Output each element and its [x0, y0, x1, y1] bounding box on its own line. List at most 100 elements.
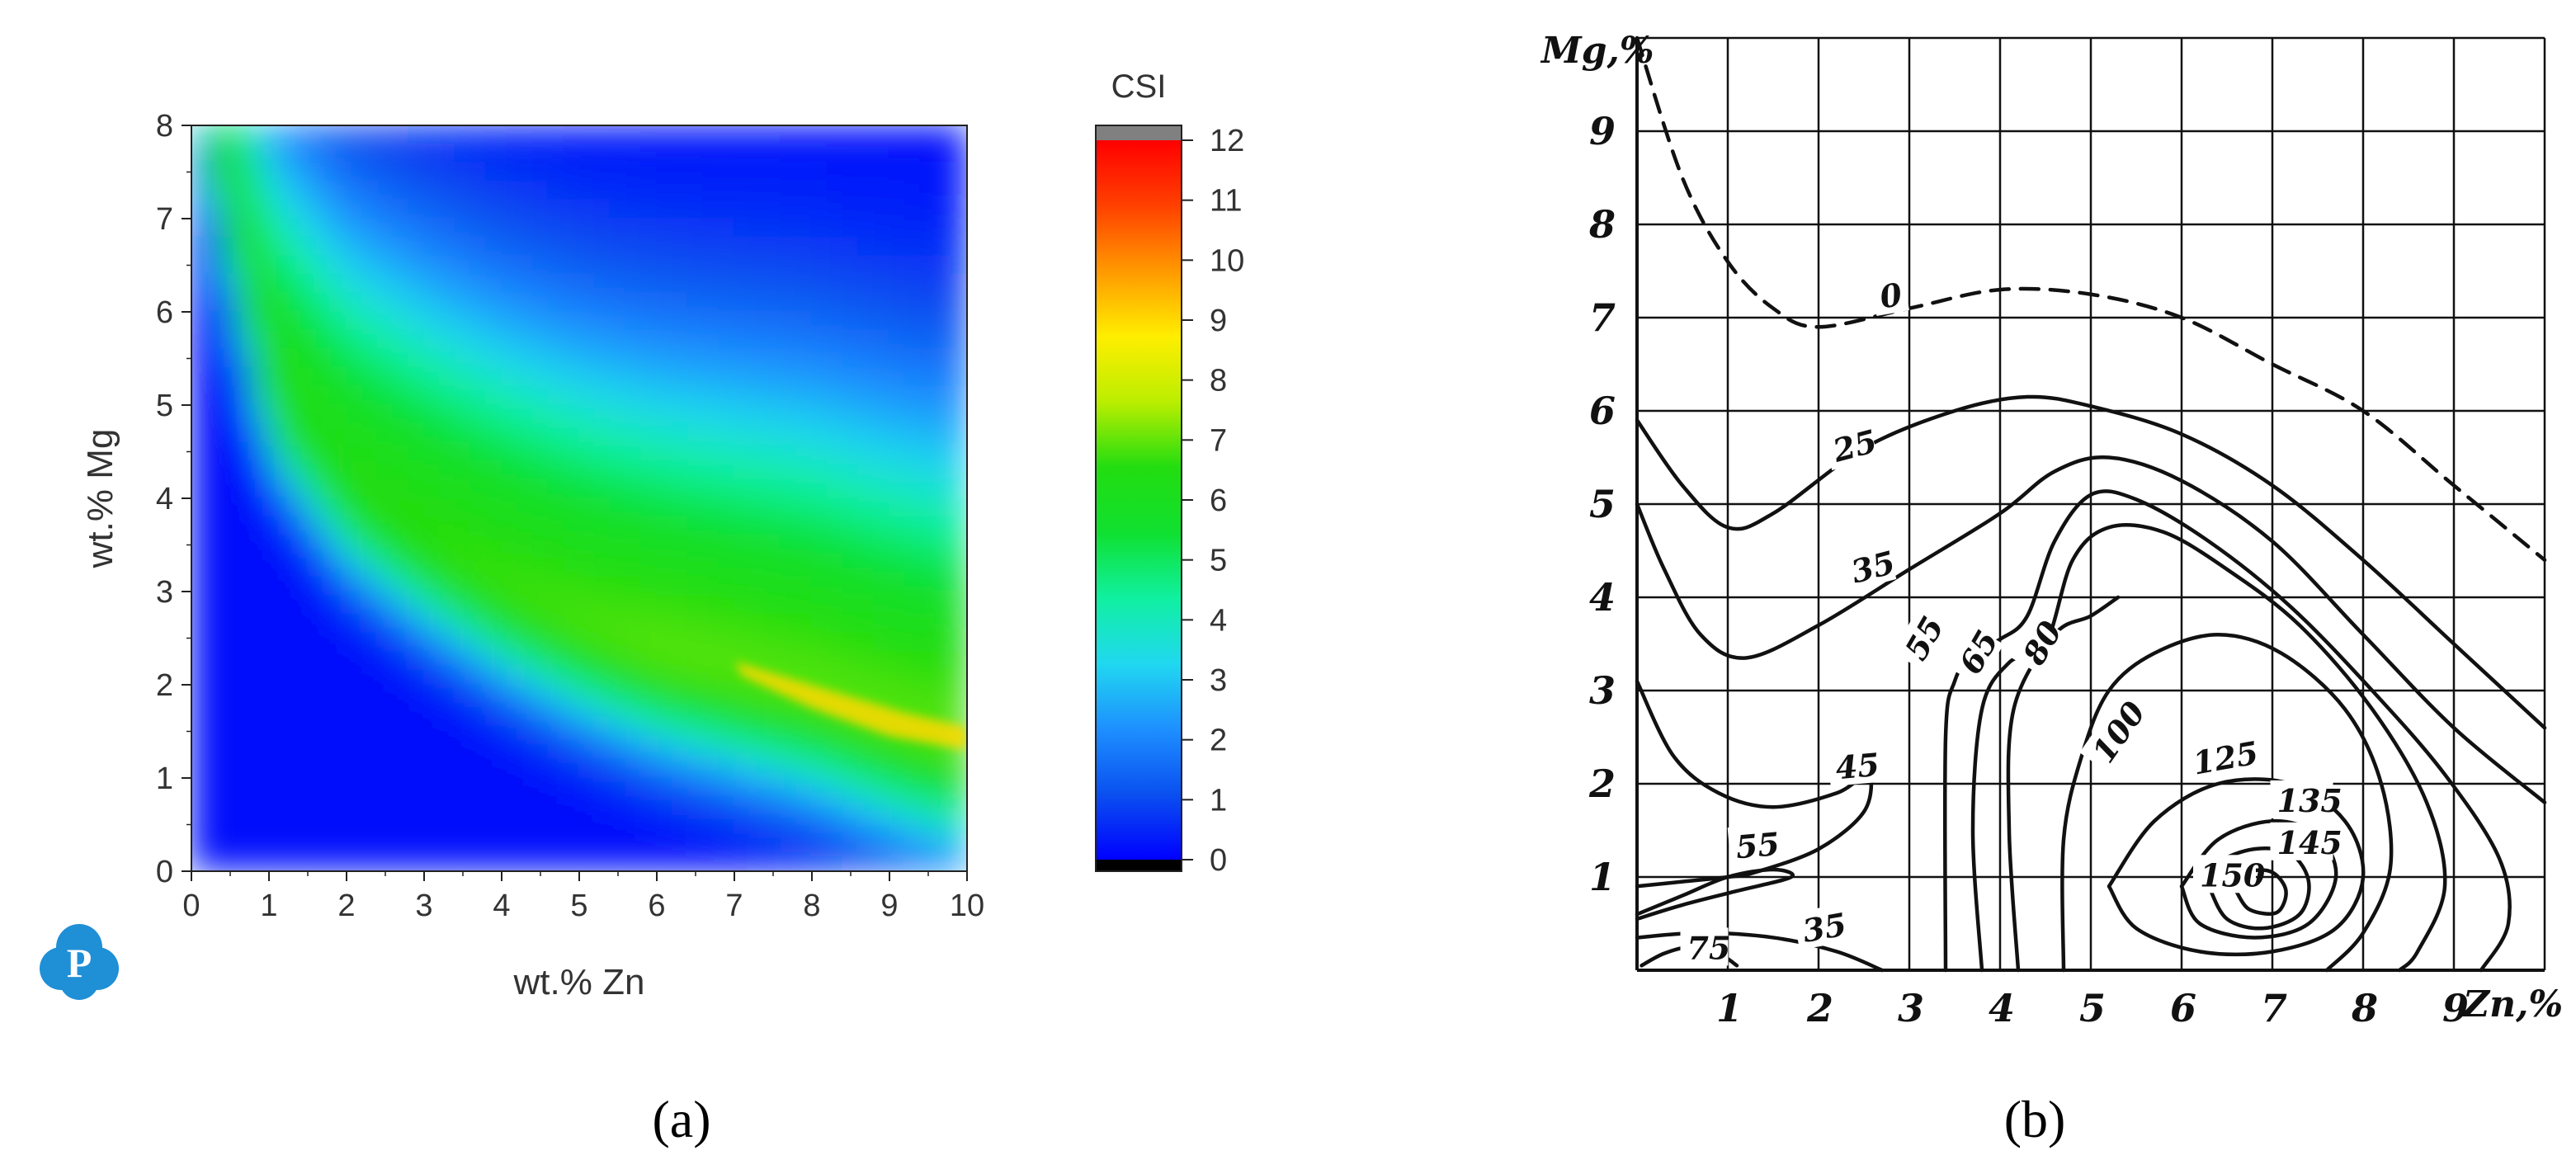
heat-cell [283, 795, 301, 817]
heat-cell [330, 460, 347, 481]
heat-cell [625, 218, 643, 238]
heat-cell [718, 646, 735, 667]
heat-cell [299, 684, 317, 705]
heat-cell [780, 721, 798, 742]
heat-cell [919, 162, 937, 182]
heat-cell [361, 479, 379, 499]
heat-cell [873, 366, 890, 388]
heat-cell [951, 684, 967, 705]
heat-cell [516, 795, 534, 817]
heat-cell [951, 385, 967, 406]
heat-cell [811, 218, 828, 238]
heat-cell [764, 348, 782, 369]
heat-cell [873, 385, 890, 406]
heat-cell [857, 665, 875, 686]
heat-cell [903, 311, 922, 332]
heat-cell [811, 851, 828, 871]
heat-cell [376, 404, 394, 425]
heat-cell [686, 404, 705, 425]
heat-cell [438, 795, 456, 817]
heat-cell [408, 851, 425, 871]
heat-cell [283, 739, 301, 761]
heat-cell [392, 777, 410, 798]
heat-cell [903, 777, 922, 798]
heat-cell [702, 143, 720, 164]
y-axis-label-b: Mg,% [1540, 30, 1654, 72]
heat-cell [221, 553, 239, 574]
heat-cell [454, 422, 472, 444]
heat-cell [718, 684, 735, 705]
heat-cell [718, 441, 735, 462]
publisher-logo: P [40, 924, 119, 1000]
heat-cell [547, 851, 565, 871]
heat-cell [593, 180, 611, 201]
heat-cell [221, 721, 239, 742]
heat-cell [686, 795, 705, 817]
heat-cell [951, 273, 967, 295]
heat-cell [252, 628, 270, 648]
heat-cell [392, 460, 410, 481]
heat-cell [563, 572, 580, 592]
heat-cell [656, 441, 673, 462]
heat-cell [686, 292, 705, 313]
heat-cell [408, 273, 425, 295]
heat-cell [191, 460, 208, 481]
heat-cell [640, 684, 658, 705]
heat-cell [951, 814, 967, 835]
heat-cell [780, 236, 798, 257]
heat-cell [237, 646, 255, 667]
heat-cell [438, 553, 456, 574]
heat-cell [857, 422, 875, 444]
heat-cell [640, 255, 658, 276]
heat-cell [702, 441, 720, 462]
heat-cell [656, 628, 673, 648]
heat-cell [826, 348, 844, 369]
heat-cell [903, 628, 922, 648]
heat-cell [734, 273, 751, 295]
heat-cell [873, 292, 890, 313]
heat-cell [780, 591, 798, 611]
heat-cell [314, 497, 333, 518]
heat-cell [252, 218, 270, 238]
heat-cell [795, 422, 813, 444]
heat-cell [221, 255, 239, 276]
heat-cell [283, 329, 301, 351]
x-tick-label: 1 [260, 889, 277, 923]
heat-cell [764, 497, 782, 518]
heat-cell [593, 311, 611, 332]
heat-cell [330, 572, 347, 592]
heat-cell [578, 497, 596, 518]
heat-cell [547, 758, 565, 779]
heat-cell [593, 125, 611, 145]
colorbar-over-swatch [1096, 125, 1182, 140]
heat-cell [423, 385, 441, 406]
heat-cell [252, 366, 270, 388]
heat-cell [873, 404, 890, 425]
heat-cell [237, 348, 255, 369]
heat-cell [330, 497, 347, 518]
contour-label-bg [2270, 780, 2333, 818]
heat-cell [376, 218, 394, 238]
heat-cell [935, 255, 953, 276]
heat-cell [516, 497, 534, 518]
heat-cell [826, 292, 844, 313]
heat-cell [501, 591, 518, 611]
heat-cell [656, 348, 673, 369]
heat-cell [547, 348, 565, 369]
heat-cell [268, 460, 285, 481]
heat-cell [593, 422, 611, 444]
heat-cell [299, 385, 317, 406]
heat-cell [842, 348, 860, 369]
heat-cell [609, 572, 627, 592]
heat-cell [376, 273, 394, 295]
heat-cell [842, 199, 860, 219]
heat-cell [485, 665, 502, 686]
heat-cell [935, 162, 953, 182]
heat-cell [361, 236, 379, 257]
heat-cell [671, 814, 689, 835]
heat-cell [935, 758, 953, 779]
heat-cell [640, 329, 658, 351]
heat-cell [438, 366, 456, 388]
heat-cell [408, 385, 425, 406]
colorbar-tick-label: 11 [1210, 184, 1242, 219]
